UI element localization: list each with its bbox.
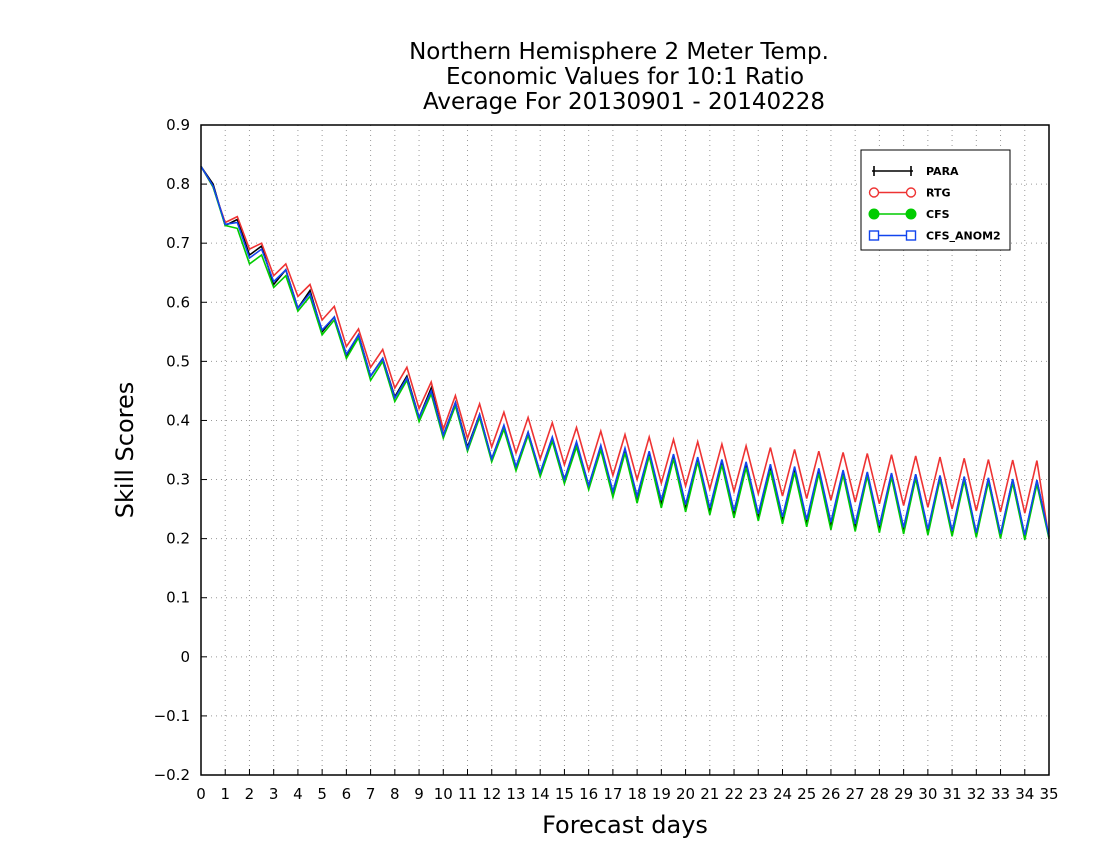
chart-title-line-3: Average For 20130901 - 20140228: [423, 89, 825, 115]
chart-title-line-1: Northern Hemisphere 2 Meter Temp.: [409, 39, 829, 65]
series-line-cfs: [200, 165, 1050, 540]
x-tick-label: 7: [366, 785, 376, 803]
y-tick-label: 0.2: [166, 530, 190, 548]
legend-item-cfs: CFS: [868, 208, 950, 221]
x-tick-label: 29: [894, 785, 913, 803]
x-tick-label: 3: [269, 785, 279, 803]
x-tick-label: 27: [846, 785, 865, 803]
legend-label: PARA: [926, 165, 959, 178]
x-tick-label: 14: [531, 785, 550, 803]
y-tick-label: −0.1: [154, 707, 190, 725]
x-tick-label: 30: [918, 785, 937, 803]
x-tick-label: 23: [749, 785, 768, 803]
x-tick-label: 15: [555, 785, 574, 803]
y-tick-label: 0.5: [166, 352, 190, 370]
x-tick-label: 19: [652, 785, 671, 803]
x-tick-label: 12: [482, 785, 501, 803]
x-tick-label: 28: [870, 785, 889, 803]
y-tick-label: 0.9: [166, 116, 190, 134]
x-tick-label: 24: [773, 785, 792, 803]
legend-label: RTG: [926, 187, 951, 200]
chart-title-line-2: Economic Values for 10:1 Ratio: [446, 64, 804, 90]
y-tick-label: 0.1: [166, 589, 190, 607]
legend-item-para: PARA: [872, 165, 959, 178]
y-tick-label: 0.8: [166, 175, 190, 193]
series-lines: [200, 165, 1050, 540]
x-tick-label: 11: [458, 785, 477, 803]
x-tick-label: 16: [579, 785, 598, 803]
y-tick-label: 0.4: [166, 411, 190, 429]
legend-item-cfs-anom2: CFS_ANOM2: [868, 230, 1001, 243]
x-tick-label: 13: [506, 785, 525, 803]
x-tick-label: 8: [390, 785, 400, 803]
x-tick-label: 9: [414, 785, 424, 803]
series-line-rtg: [200, 165, 1050, 539]
x-tick-label: 32: [967, 785, 986, 803]
x-tick-label: 25: [797, 785, 816, 803]
open-square-marker-icon: [868, 230, 880, 241]
x-tick-label: 2: [245, 785, 255, 803]
legend-label: CFS: [926, 208, 950, 221]
legend-label: CFS_ANOM2: [926, 230, 1001, 243]
x-axis-label: Forecast days: [542, 811, 708, 839]
legend-box: [860, 149, 1011, 251]
y-tick-label: 0.3: [166, 471, 190, 489]
y-axis: −0.2 −0.1 0 0.1 0.2 0.3 0.4 0.5 0.6 0.7 0.8 0.9: [154, 116, 207, 784]
legend: PARA RTG CFS CFS_ANOM2: [860, 149, 1011, 251]
x-tick-label: 18: [628, 785, 647, 803]
open-circle-marker-icon: [868, 187, 880, 198]
legend-item-rtg: RTG: [868, 187, 951, 200]
y-tick-label: 0: [180, 648, 190, 666]
grid: [201, 125, 1049, 775]
x-tick-label: 5: [317, 785, 327, 803]
x-tick-label: 31: [943, 785, 962, 803]
chart-title: Northern Hemisphere 2 Meter Temp. Econom…: [409, 39, 829, 115]
x-tick-label: 20: [676, 785, 695, 803]
open-square-marker-icon: [905, 230, 917, 241]
plot-frame: [200, 124, 1050, 776]
x-tick-label: 35: [1039, 785, 1058, 803]
x-tick-label: 17: [603, 785, 622, 803]
filled-circle-marker-icon: [868, 208, 880, 220]
x-axis: 0 1 2 3 4 5 6 7 8 9 10 11 12 13 14 15 16 17 18 19 20 21 22 23 24…: [196, 769, 1059, 803]
open-circle-marker-icon: [905, 187, 917, 198]
x-tick-label: 10: [434, 785, 453, 803]
series-line-cfs-anom2: [200, 165, 1050, 537]
x-tick-label: 22: [724, 785, 743, 803]
y-tick-label: −0.2: [154, 766, 190, 784]
x-tick-label: 21: [700, 785, 719, 803]
x-tick-label: 34: [1015, 785, 1034, 803]
x-tick-label: 1: [220, 785, 230, 803]
x-tick-label: 33: [991, 785, 1010, 803]
y-axis-label: Skill Scores: [111, 382, 139, 519]
x-tick-label: 6: [342, 785, 352, 803]
filled-circle-marker-icon: [905, 208, 917, 220]
y-tick-label: 0.6: [166, 293, 190, 311]
x-tick-label: 4: [293, 785, 303, 803]
y-tick-label: 0.7: [166, 234, 190, 252]
x-tick-label: 0: [196, 785, 206, 803]
x-tick-label: 26: [821, 785, 840, 803]
